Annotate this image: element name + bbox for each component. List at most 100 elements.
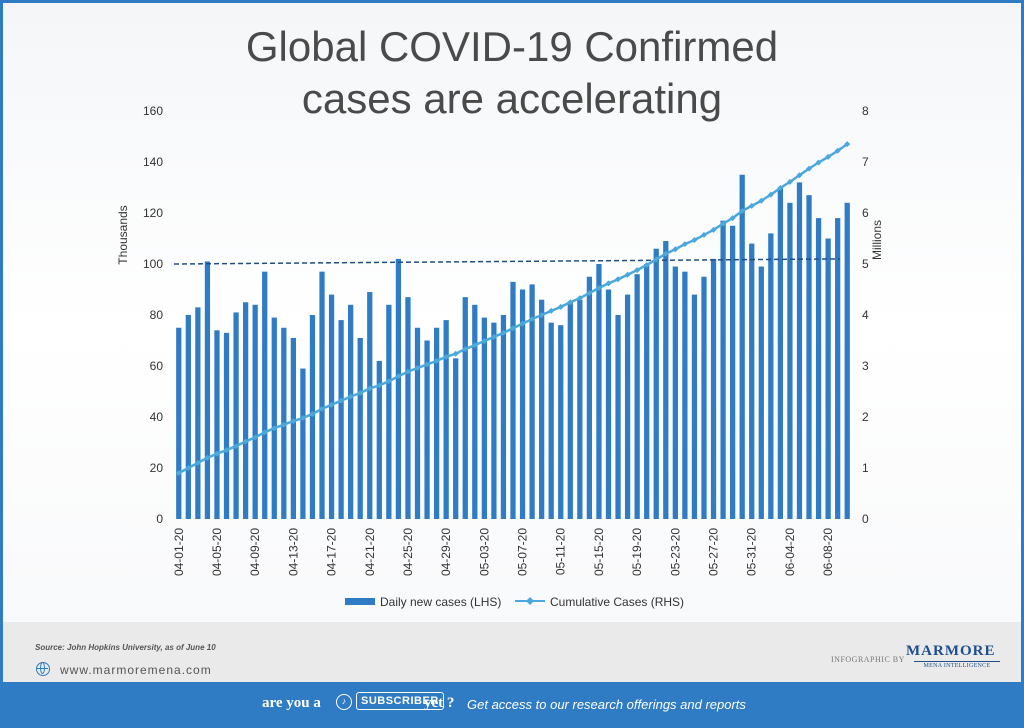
cumulative-cases-point (720, 220, 727, 227)
daily-cases-bar (395, 258, 402, 519)
daily-cases-bar (605, 289, 612, 519)
daily-cases-bar (271, 317, 277, 519)
banner-tagline: Get access to our research offerings and… (467, 697, 746, 712)
cumulative-cases-point (366, 385, 373, 392)
daily-cases-bar (367, 292, 373, 519)
daily-cases-bar (223, 332, 230, 519)
y-left-tick-label: 100 (143, 257, 163, 271)
cumulative-cases-point (404, 368, 411, 375)
daily-cases-bar (510, 281, 516, 519)
daily-cases-bar (806, 195, 812, 519)
x-tick-label: 04-17-20 (325, 528, 339, 576)
y-right-tick-label: 4 (862, 308, 869, 322)
cumulative-cases-point (500, 329, 507, 336)
daily-cases-bar (777, 187, 784, 519)
marmore-logo-sub: MENA INTELLIGENCE (914, 661, 1000, 669)
daily-cases-bar (500, 315, 507, 519)
cumulative-cases-point (681, 241, 688, 248)
daily-cases-bar (176, 327, 182, 519)
cumulative-cases-point (758, 197, 765, 204)
infographic-by-label: INFOGRAPHIC BY (831, 655, 905, 664)
daily-cases-bar (567, 302, 573, 519)
chart-title-line2: cases are accelerating (301, 75, 723, 122)
daily-cases-bar (691, 294, 698, 519)
y-right-tick-label: 2 (862, 410, 869, 424)
cumulative-cases-point (767, 191, 774, 198)
cumulative-cases-point (443, 353, 450, 360)
daily-cases-bar (701, 276, 707, 519)
cumulative-cases-point (586, 290, 593, 297)
daily-cases-bar (749, 243, 755, 519)
cumulative-cases-point (252, 434, 259, 441)
daily-cases-bar (252, 304, 258, 519)
cumulative-cases-point (242, 438, 249, 445)
daily-cases-bar (634, 274, 640, 519)
x-tick-label: 04-05-20 (210, 528, 224, 576)
daily-cases-bar (558, 325, 564, 519)
cumulative-cases-point (700, 231, 707, 238)
x-tick-label: 05-23-20 (668, 528, 682, 576)
cumulative-cases-point (471, 342, 478, 349)
x-tick-label: 05-31-20 (745, 528, 759, 576)
daily-cases-bar (414, 327, 421, 519)
chart-title-line1: Global COVID-19 Confirmed (245, 23, 779, 70)
cumulative-cases-point (624, 271, 631, 278)
cumulative-cases-point (739, 207, 746, 214)
daily-cases-bar (529, 284, 535, 519)
cumulative-cases-point (290, 418, 297, 425)
cumulative-cases-point (261, 429, 268, 436)
cumulative-cases-point (653, 256, 660, 263)
cumulative-cases-point (605, 280, 612, 287)
daily-cases-bar (672, 266, 678, 519)
daily-cases-bar (319, 271, 325, 519)
daily-cases-bar (348, 304, 354, 519)
subscriber-button[interactable]: SUBSCRIBER (356, 692, 444, 710)
daily-cases-bar (758, 266, 764, 519)
cumulative-cases-point (538, 312, 545, 318)
cumulative-cases-point (299, 415, 306, 422)
daily-cases-bar (386, 304, 392, 519)
chart-area: 0 20 40 60 80 100 120 140 160 0 1 2 3 4 5 6 7 8 Thousands M… (116, 104, 884, 609)
cumulative-cases-point (643, 262, 650, 269)
y-right-tick-label: 1 (862, 461, 869, 475)
website-link[interactable]: www.marmoremena.com (60, 663, 212, 677)
cumulative-cases-point (786, 178, 793, 185)
daily-cases-bar (214, 330, 220, 519)
subscribe-banner[interactable]: are you a ♪ SUBSCRIBER yet ? Get access … (0, 682, 1024, 728)
cumulative-cases-point (452, 350, 459, 357)
cumulative-cases-point (844, 141, 851, 148)
x-tick-label: 04-01-20 (172, 528, 186, 576)
daily-cases-bar (405, 297, 411, 519)
cumulative-cases-point (481, 338, 488, 345)
bell-icon: ♪ (336, 694, 352, 710)
daily-cases-bar (519, 289, 526, 519)
y-left-tick-label: 40 (150, 410, 164, 424)
daily-cases-bar (443, 320, 449, 519)
x-tick-label: 05-19-20 (630, 528, 644, 576)
cumulative-cases-point (233, 443, 240, 450)
x-tick-label: 04-09-20 (248, 528, 262, 576)
cumulative-cases-point (615, 276, 622, 283)
cumulative-cases-point (357, 390, 364, 397)
y-right-tick-label: 6 (862, 206, 869, 220)
y-right-tick-label: 3 (862, 359, 869, 373)
daily-cases-bar (242, 302, 249, 519)
daily-cases-bar (787, 202, 793, 520)
cumulative-cases-point (309, 410, 316, 417)
cumulative-cases-point (213, 450, 220, 457)
cumulative-cases-point (319, 405, 326, 412)
cumulative-cases-point (271, 425, 278, 432)
x-tick-label: 05-11-20 (554, 528, 568, 575)
daily-cases-bar (357, 337, 363, 519)
daily-cases-bar (262, 271, 268, 519)
source-note: Source: John Hopkins University, as of J… (35, 643, 216, 652)
x-tick-label: 04-13-20 (286, 528, 300, 576)
x-tick-label: 05-27-20 (707, 528, 721, 576)
cumulative-cases-point (280, 421, 287, 428)
x-tick-label: 05-15-20 (592, 528, 606, 576)
daily-cases-bar (233, 312, 239, 519)
footer-band (3, 622, 1021, 682)
daily-cases-bar (682, 271, 688, 519)
daily-cases-bar (433, 327, 440, 519)
daily-cases-trend-line (173, 258, 841, 265)
